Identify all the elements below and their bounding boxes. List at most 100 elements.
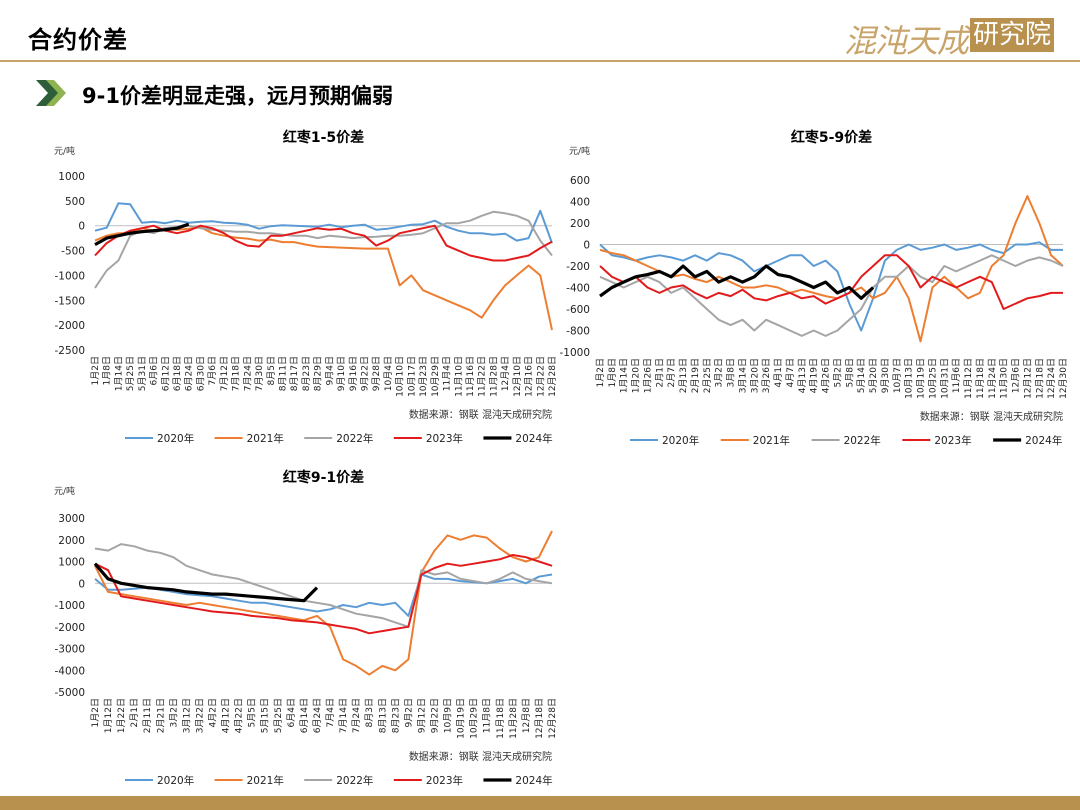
y-tick-label: -600 [566,304,590,316]
series-line-2021年 [94,226,553,331]
x-tick-label: 11月28日 [488,356,499,397]
x-tick-label: 2月11日 [142,698,153,733]
x-tick-label: 9月22日 [360,356,371,391]
x-tick-label: 7月6日 [207,356,218,385]
x-tick-label: 9月10日 [336,356,347,391]
y-tick-label: 0 [78,221,85,233]
x-tick-label: 8月13日 [377,698,388,733]
x-tick-label: 11月12日 [963,358,974,399]
series-line-2020年 [94,202,553,244]
x-tick-label: 2月19日 [690,358,701,393]
x-tick-label: 6月14日 [299,698,310,733]
legend-label: 2024年 [515,774,552,787]
x-tick-label: 6月24日 [312,698,323,733]
chart-jujube-5-9-spread: 红枣5-9价差 元/吨 600 400 200 0 -200 -400 -600 -800 -100… [555,118,1075,453]
x-tick-label: 10月19日 [456,698,467,739]
y-tick-label: 500 [65,196,85,208]
series-line-2023年 [94,224,553,262]
legend-label: 2022年 [336,774,373,787]
series-line-2022年 [94,543,553,628]
legend-label: 2022年 [336,432,373,445]
x-tick-label: 11月24日 [987,358,998,399]
x-tick-label: 12月16日 [524,356,535,397]
chart-jujube-1-5-spread: 红枣1-5价差 元/吨 1000 500 0 -500 -1000 -1500 -2000 -25… [40,118,565,453]
x-tick-label: 10月25日 [927,358,938,399]
x-tick-label: 5月15日 [260,698,271,733]
x-tick-label: 10月13日 [904,358,915,399]
x-tick-label: 4月1日 [773,358,784,387]
x-tick-label: 6月24日 [184,356,195,391]
series-line-2024年 [93,562,319,603]
legend-label: 2022年 [844,434,881,447]
x-tick-label: 1月2日 [595,358,606,387]
logo-main-text: 混沌天成 [844,22,969,60]
x-tick-label: 5月5日 [247,698,258,727]
legend-label: 2020年 [662,434,699,447]
y-tick-label: 200 [570,218,590,230]
x-tick-label: 8月5日 [266,356,277,385]
x-tick-label: 1月12日 [103,698,114,733]
x-tick-label: 6月4日 [286,698,297,727]
x-tick-label: 12月30日 [1058,358,1069,399]
x-tick-label: 11月18日 [975,358,986,399]
x-tick-label: 3月22日 [194,698,205,733]
x-tick-label: 12月10日 [512,356,523,397]
x-tick-label: 7月30日 [254,356,265,391]
y-tick-label: 600 [570,175,590,187]
x-tick-label: 7月4日 [325,698,336,727]
x-tick-label: 4月7日 [785,358,796,387]
series-line-2024年 [599,264,875,300]
source-note: 数据来源：钢联 混沌天成研究院 [409,750,552,763]
legend-label: 2024年 [515,432,552,445]
legend-label: 2021年 [247,774,284,787]
legend-label: 2021年 [247,432,284,445]
x-tick-label: 8月29日 [313,356,324,391]
series-line-2021年 [94,530,553,676]
footer-bar [0,796,1080,810]
x-tick-label: 1月14日 [619,358,630,393]
x-tick-label: 1月22日 [116,698,127,733]
x-tick-label: 4月2日 [208,698,219,727]
x-tick-label: 9月2日 [403,698,414,727]
x-tick-label: 4月26日 [821,358,832,393]
x-tick-label: 10月23日 [418,356,429,397]
x-tick-label: 10月31日 [939,358,950,399]
series-line-2020年 [599,241,1063,332]
x-tick-label: 2月13日 [678,358,689,393]
legend-label: 2023年 [934,434,971,447]
x-tick-label: 10月29日 [430,356,441,397]
y-tick-label: -1000 [54,270,85,282]
x-tick-label: 3月14日 [737,358,748,393]
x-tick-label: 3月12日 [181,698,192,733]
y-tick-label: -200 [566,261,590,273]
chevron-right-icon [36,80,66,106]
x-tick-label: 3月2日 [714,358,725,387]
x-tick-label: 11月10日 [453,356,464,397]
y-tick-label: 1000 [58,171,85,183]
x-tick-label: 6月18日 [172,356,183,391]
x-tick-label: 9月28日 [371,356,382,391]
x-tick-label: 5月25日 [125,356,136,391]
source-note: 数据来源：钢联 混沌天成研究院 [920,410,1063,423]
chart-title: 红枣1-5价差 [283,129,364,146]
series-line-2021年 [599,195,1064,343]
logo-box-text: 研究院 [970,18,1054,52]
y-tick-label: -1000 [559,347,590,359]
x-tick-label: 12月4日 [500,356,511,391]
y-tick-label: -400 [566,283,590,295]
x-tick-label: 11月16日 [465,356,476,397]
y-tick-label: -1500 [54,295,85,307]
x-tick-label: 1月26日 [642,358,653,393]
chart-title: 红枣9-1价差 [283,469,364,486]
x-tick-label: 7月18日 [231,356,242,391]
x-tick-label: 12月12日 [1022,358,1033,399]
legend-label: 2023年 [426,432,463,445]
x-tick-label: 2月1日 [129,698,140,727]
x-tick-label: 9月12日 [416,698,427,733]
y-tick-label: -4000 [54,665,85,677]
x-tick-label: 2月1日 [654,358,665,387]
x-tick-label: 11月18日 [495,698,506,739]
x-tick-label: 12月24日 [1046,358,1057,399]
